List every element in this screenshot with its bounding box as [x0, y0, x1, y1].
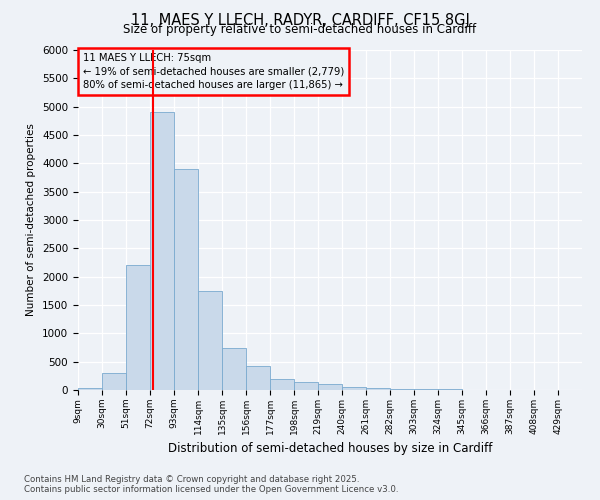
Bar [174, 169, 198, 390]
Bar [78, 388, 102, 390]
Bar [198, 291, 222, 390]
Bar [126, 266, 150, 390]
Bar [246, 366, 270, 390]
Bar [414, 389, 438, 390]
Text: Size of property relative to semi-detached houses in Cardiff: Size of property relative to semi-detach… [124, 22, 476, 36]
Y-axis label: Number of semi-detached properties: Number of semi-detached properties [26, 124, 37, 316]
Bar [294, 382, 318, 390]
Bar [150, 112, 174, 390]
Bar [342, 386, 366, 390]
Text: 11 MAES Y LLECH: 75sqm
← 19% of semi-detached houses are smaller (2,779)
80% of : 11 MAES Y LLECH: 75sqm ← 19% of semi-det… [83, 54, 344, 90]
Bar [318, 384, 342, 390]
Bar [222, 348, 246, 390]
Bar [102, 373, 126, 390]
Text: 11, MAES Y LLECH, RADYR, CARDIFF, CF15 8GJ: 11, MAES Y LLECH, RADYR, CARDIFF, CF15 8… [131, 12, 469, 28]
Text: Contains HM Land Registry data © Crown copyright and database right 2025.
Contai: Contains HM Land Registry data © Crown c… [24, 474, 398, 494]
Bar [366, 388, 390, 390]
X-axis label: Distribution of semi-detached houses by size in Cardiff: Distribution of semi-detached houses by … [168, 442, 492, 456]
Bar [390, 388, 414, 390]
Bar [270, 378, 294, 390]
